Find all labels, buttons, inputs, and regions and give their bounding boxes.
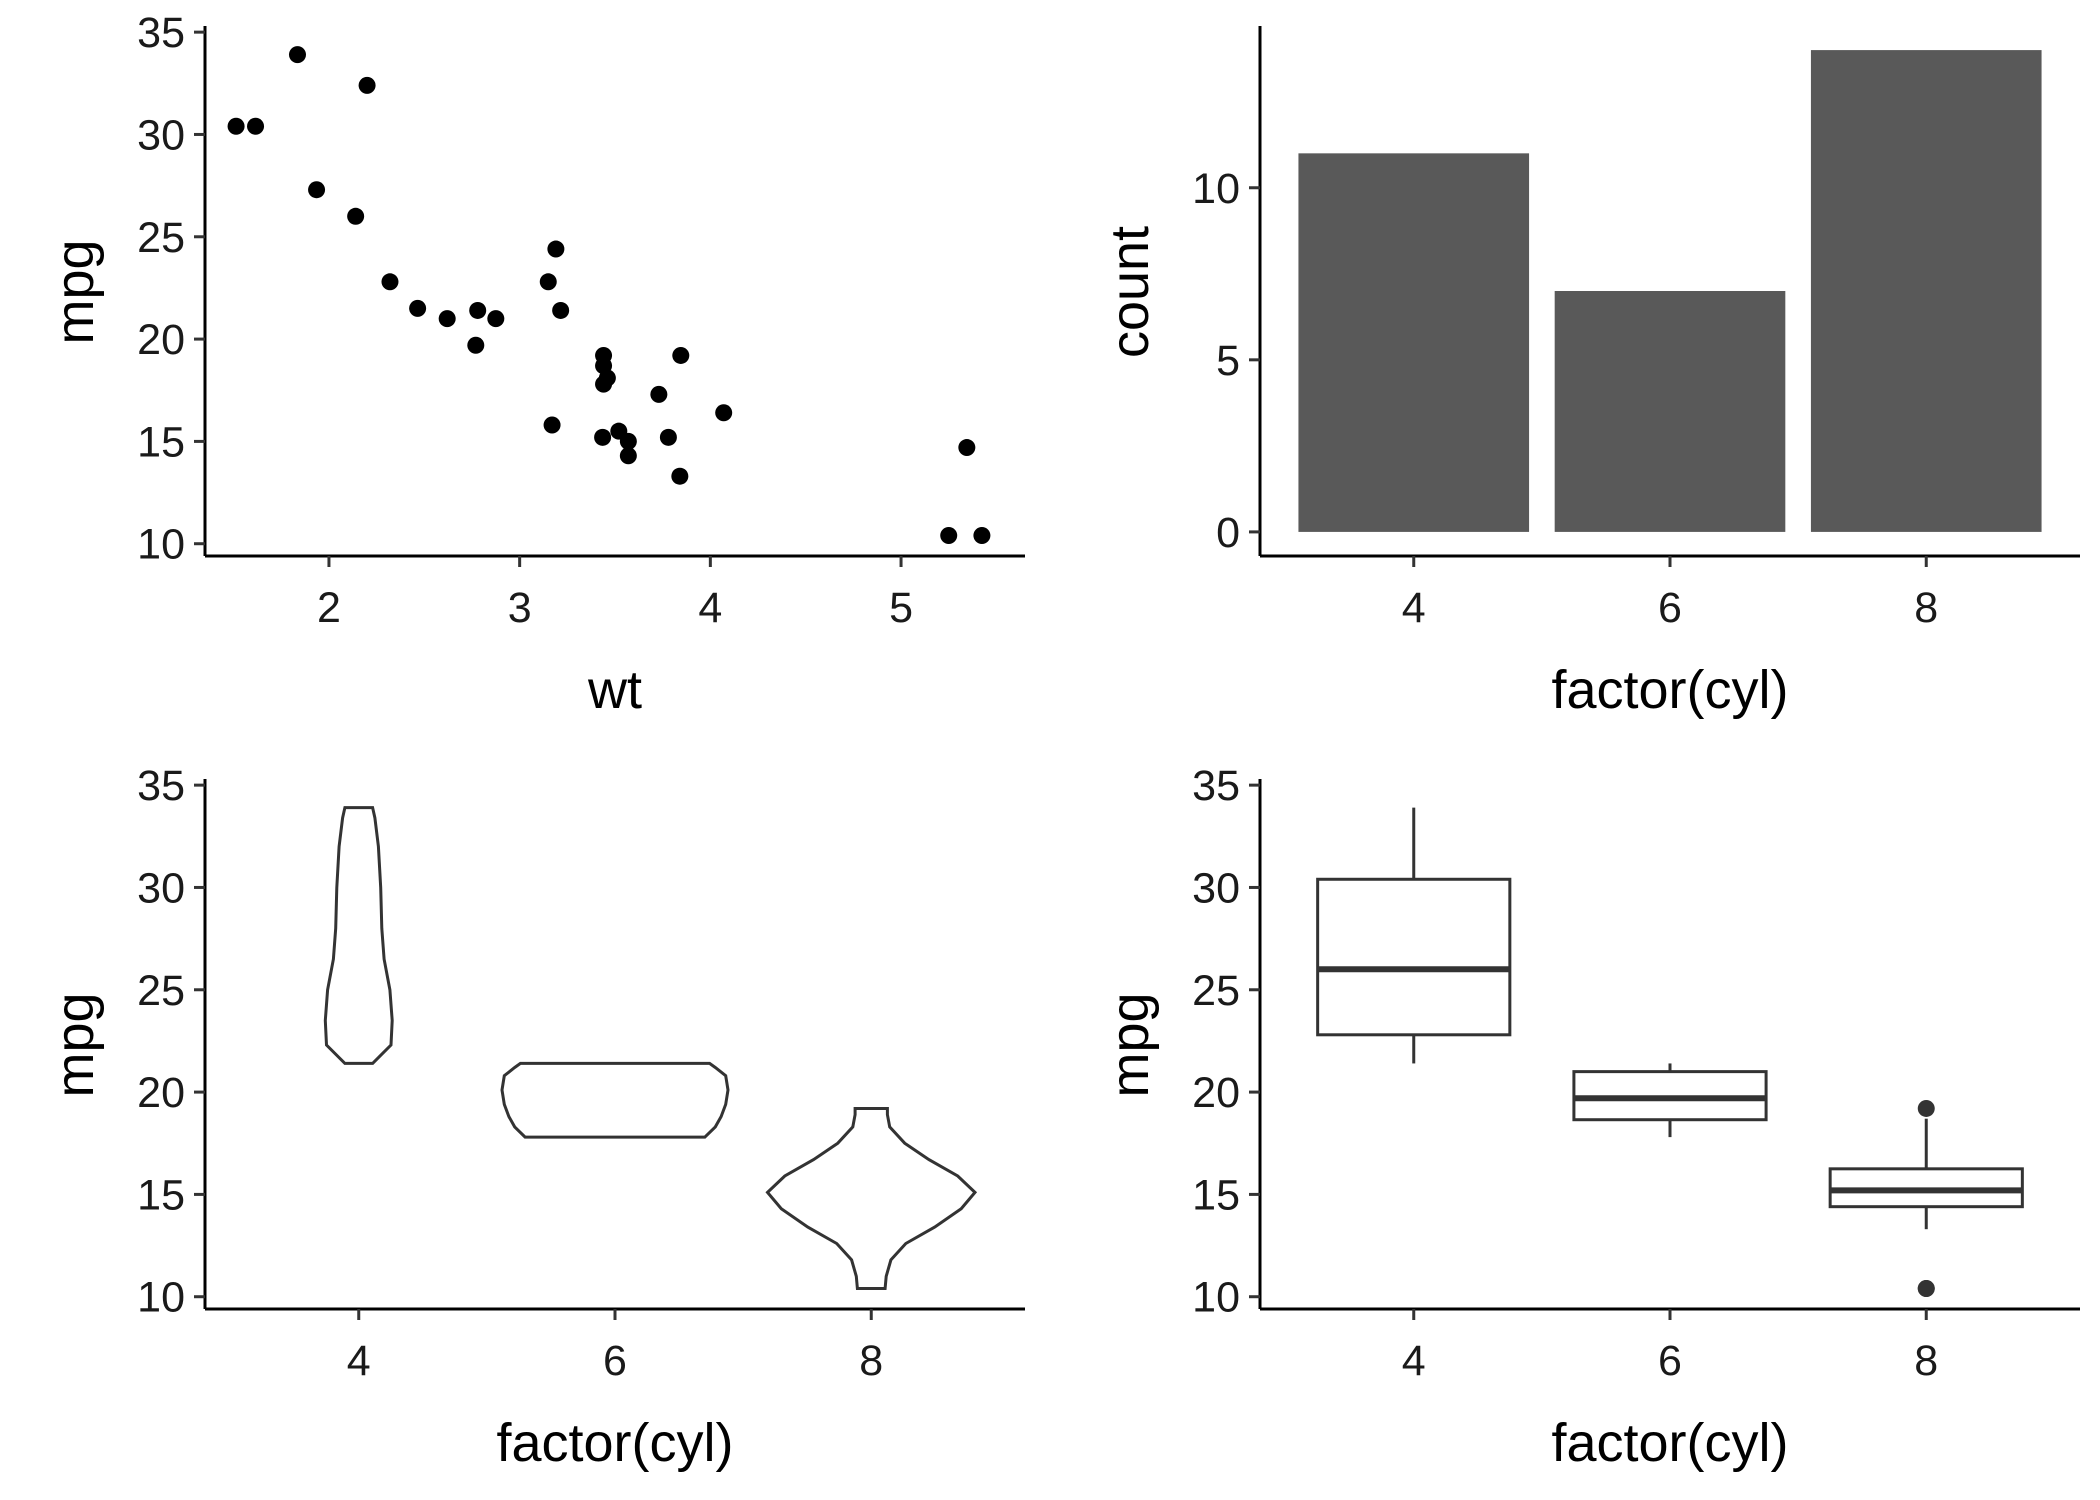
data-point <box>543 416 561 434</box>
y-axis-title: mpg <box>1100 992 1160 1097</box>
data-point <box>409 299 427 317</box>
y-tick-label: 10 <box>1192 1274 1240 1322</box>
data-point <box>288 46 306 64</box>
y-tick-label: 15 <box>137 418 185 466</box>
x-axis-title: factor(cyl) <box>1551 1413 1788 1473</box>
data-point <box>619 432 637 450</box>
boxplot-panel: factor(cyl) mpg 10 15 20 25 30 35 4 6 8 <box>1100 762 2080 1473</box>
outlier-point <box>1917 1099 1935 1117</box>
y-tick-label: 15 <box>1192 1171 1240 1219</box>
x-axis-title: wt <box>587 660 642 720</box>
data-point <box>308 181 326 199</box>
x-tick-label: 4 <box>1402 1337 1426 1385</box>
data-point <box>619 447 637 465</box>
y-tick-label: 20 <box>1192 1069 1240 1117</box>
data-point <box>358 76 376 94</box>
x-tick-label: 8 <box>1914 1337 1938 1385</box>
violin-6 <box>500 1061 730 1139</box>
violin-4 <box>323 806 394 1065</box>
box-4 <box>1316 877 1512 1037</box>
y-tick-label: 20 <box>137 316 185 364</box>
data-point <box>940 527 958 545</box>
y-tick-label: 10 <box>1192 165 1240 213</box>
data-point <box>659 428 677 446</box>
x-tick-label: 6 <box>1658 584 1682 632</box>
data-point <box>247 117 265 135</box>
bar-8 <box>1810 50 2042 532</box>
y-axis-title: count <box>1100 226 1160 358</box>
x-tick-label: 8 <box>859 1337 883 1385</box>
data-point <box>595 375 613 393</box>
x-tick-label: 5 <box>889 584 913 632</box>
violin-8 <box>765 1107 978 1290</box>
x-tick-label: 4 <box>1402 584 1426 632</box>
y-tick-label: 0 <box>1216 509 1240 557</box>
x-tick-label: 6 <box>1658 1337 1682 1385</box>
x-tick-label: 4 <box>347 1337 371 1385</box>
y-tick-label: 30 <box>137 864 185 912</box>
y-tick-label: 10 <box>137 1274 185 1322</box>
violin-panel: factor(cyl) mpg 10 15 20 25 30 35 4 6 8 <box>45 762 1025 1473</box>
scatter-panel: wt mpg 10 15 20 25 30 35 2 3 4 5 <box>45 9 1025 720</box>
data-point <box>227 117 245 135</box>
data-point <box>467 336 485 354</box>
x-axis-title: factor(cyl) <box>496 1413 733 1473</box>
data-point <box>552 301 570 319</box>
data-point <box>595 346 613 364</box>
data-point <box>347 207 365 225</box>
data-point <box>438 310 456 328</box>
outlier-point <box>1917 1280 1935 1298</box>
y-axis-title: mpg <box>45 992 105 1097</box>
y-tick-label: 30 <box>137 111 185 159</box>
data-point <box>469 301 487 319</box>
data-point <box>650 385 668 403</box>
data-point <box>539 273 557 291</box>
y-axis-title: mpg <box>45 239 105 344</box>
y-tick-label: 15 <box>137 1171 185 1219</box>
x-tick-label: 2 <box>317 584 341 632</box>
data-point <box>715 404 733 422</box>
data-point <box>594 428 612 446</box>
x-tick-label: 3 <box>508 584 532 632</box>
y-tick-label: 35 <box>137 762 185 810</box>
y-tick-label: 35 <box>137 9 185 57</box>
y-tick-label: 25 <box>137 214 185 262</box>
data-point <box>381 273 399 291</box>
x-tick-label: 8 <box>1914 584 1938 632</box>
bar-6 <box>1554 291 1786 532</box>
y-tick-label: 5 <box>1216 337 1240 385</box>
y-tick-label: 35 <box>1192 762 1240 810</box>
bar-panel: factor(cyl) count 0 5 10 4 6 8 <box>1100 26 2080 720</box>
data-point <box>973 527 991 545</box>
y-tick-label: 20 <box>137 1069 185 1117</box>
y-tick-label: 25 <box>1192 967 1240 1015</box>
y-tick-label: 25 <box>137 967 185 1015</box>
x-axis-title: factor(cyl) <box>1551 660 1788 720</box>
x-tick-label: 6 <box>603 1337 627 1385</box>
y-tick-label: 10 <box>137 521 185 569</box>
bar-4 <box>1298 153 1530 532</box>
data-point <box>547 240 565 258</box>
data-point <box>958 439 976 457</box>
data-point <box>672 346 690 364</box>
y-tick-label: 30 <box>1192 864 1240 912</box>
data-point <box>671 467 689 485</box>
x-tick-label: 4 <box>698 584 722 632</box>
data-point <box>487 310 505 328</box>
